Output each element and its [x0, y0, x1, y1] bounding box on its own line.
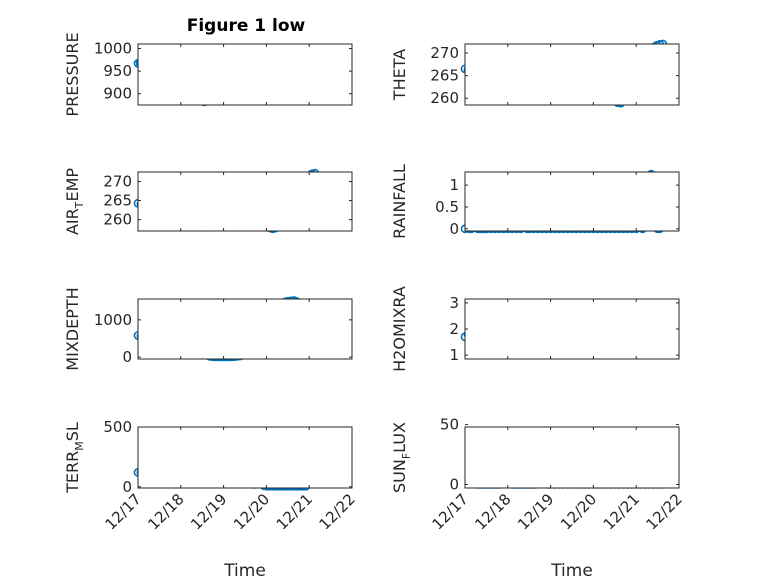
panel-h2omixra-ytick-label: 1 — [449, 346, 459, 364]
panel-sun-flux-xtick-label: 12/22 — [643, 490, 686, 533]
panel-sun-flux-ylabel-tail: LUX — [390, 422, 409, 453]
panel-terr-msl-ylabel-subscript: M — [73, 441, 86, 451]
panel-sun-flux-xtick-label: 12/21 — [600, 490, 643, 533]
panel-air-temp-ylabel-tail: EMP — [63, 168, 82, 202]
panel-h2omixra-ylabel: H2OMIXRA — [390, 286, 409, 372]
panel-sun-flux-ylabel: SUNFLUX — [390, 422, 413, 493]
panel-terr-msl-ylabel: TERRMSL — [63, 422, 86, 494]
panel-mixdepth-ytick-label: 1000 — [94, 311, 132, 329]
figure-title: Figure 1 low — [187, 16, 306, 36]
panel-terr-msl-xtick-label: 12/21 — [273, 490, 316, 533]
panel-pressure-axes-box — [137, 43, 353, 106]
panel-pressure-ytick-label: 900 — [103, 85, 132, 103]
panel-terr-msl-ytick-label: 500 — [103, 418, 132, 436]
panel-terr-msl-ytick-label: 0 — [122, 478, 132, 496]
panel-theta-ytick-label: 260 — [430, 89, 459, 107]
panel-air-temp-ylabel: AIRTEMP — [63, 168, 86, 235]
panel-theta-ylabel-main: THETA — [390, 49, 409, 101]
panel-h2omixra-axes-box — [464, 298, 680, 360]
panel-h2omixra-ytick-label: 3 — [449, 294, 459, 312]
panel-rainfall-ytick-label: 0.5 — [435, 198, 459, 216]
panel-terr-msl-xtick-label: 12/19 — [187, 490, 230, 533]
panel-sun-flux-xlabel: Time — [550, 561, 593, 581]
panel-mixdepth-ylabel-main: MIXDEPTH — [63, 287, 82, 370]
panel-theta-ytick-label: 270 — [430, 44, 459, 62]
panel-sun-flux: 0 50 12/17 12/18 12/19 12/20 12/21 12/22 Time SUN… — [390, 416, 686, 581]
panel-air-temp-ytick-label: 260 — [103, 211, 132, 229]
panel-sun-flux-xtick-label: 12/18 — [471, 490, 514, 533]
panel-terr-msl-xtick-label: 12/17 — [102, 490, 145, 533]
panel-pressure-ylabel: PRESSURE — [63, 32, 82, 116]
panel-rainfall-ytick-label: 1 — [449, 176, 459, 194]
panel-terr-msl-ylabel-main: TERR — [63, 451, 82, 494]
panel-terr-msl-xtick-label: 12/18 — [144, 490, 187, 533]
panel-air-temp-ylabel-main: AIR — [63, 208, 82, 235]
panel-terr-msl-xtick-label: 12/22 — [316, 490, 359, 533]
panel-pressure-ytick-label: 1000 — [94, 40, 132, 58]
panel-theta: 260 265 270 THETA — [390, 39, 680, 108]
panel-air-temp-axes-box — [137, 171, 353, 232]
panel-pressure: 900 950 1000 PRESSURE — [63, 32, 353, 117]
panel-sun-flux-xtick-label: 12/19 — [514, 490, 557, 533]
panel-terr-msl-xtick-label: 12/20 — [230, 490, 273, 533]
panel-pressure-ylabel-main: PRESSURE — [63, 32, 82, 116]
panel-rainfall-ylabel-main: RAINFALL — [390, 164, 409, 239]
panel-air-temp-ylabel-subscript: T — [73, 201, 86, 209]
panel-rainfall-ylabel: RAINFALL — [390, 164, 409, 239]
panel-sun-flux-ytick-label: 0 — [449, 475, 459, 493]
panel-sun-flux-xtick-label: 12/17 — [429, 490, 472, 533]
panel-sun-flux-ylabel-subscript: F — [400, 453, 413, 459]
panel-sun-flux-xtick-label: 12/20 — [557, 490, 600, 533]
panel-terr-msl-xlabel: Time — [223, 561, 266, 581]
panel-sun-flux-axes-box — [464, 426, 680, 489]
panel-sun-flux-ylabel-main: SUN — [390, 459, 409, 493]
panel-theta-ytick-label: 265 — [430, 67, 459, 85]
panel-mixdepth-ytick-label: 0 — [122, 348, 132, 366]
panel-mixdepth-axes-box — [137, 298, 353, 360]
panel-theta-ylabel: THETA — [390, 49, 409, 101]
panel-rainfall-axes-box — [464, 171, 680, 232]
panel-terr-msl: 0 500 12/17 12/18 12/19 12/20 12/21 12/22 Time TE… — [63, 418, 359, 581]
panel-rainfall-ytick-label: 0 — [449, 220, 459, 238]
panel-air-temp-ytick-label: 270 — [103, 173, 132, 191]
panel-h2omixra: 1 2 3 H2OMIXRA — [390, 286, 680, 372]
panel-air-temp-ytick-label: 265 — [103, 192, 132, 210]
panel-theta-axes-box — [464, 43, 680, 106]
panel-rainfall: 0 0.5 1 RAINFALL — [390, 164, 680, 239]
panel-h2omixra-ytick-label: 2 — [449, 320, 459, 338]
panel-terr-msl-axes-box — [137, 426, 353, 489]
panel-pressure-ytick-label: 950 — [103, 62, 132, 80]
panel-terr-msl-ylabel-tail: SL — [63, 422, 82, 441]
panel-h2omixra-ylabel-main: H2OMIXRA — [390, 286, 409, 372]
panel-mixdepth-ylabel: MIXDEPTH — [63, 287, 82, 370]
panel-mixdepth: 0 1000 MIXDEPTH — [63, 287, 353, 371]
panel-sun-flux-ytick-label: 50 — [440, 416, 459, 434]
